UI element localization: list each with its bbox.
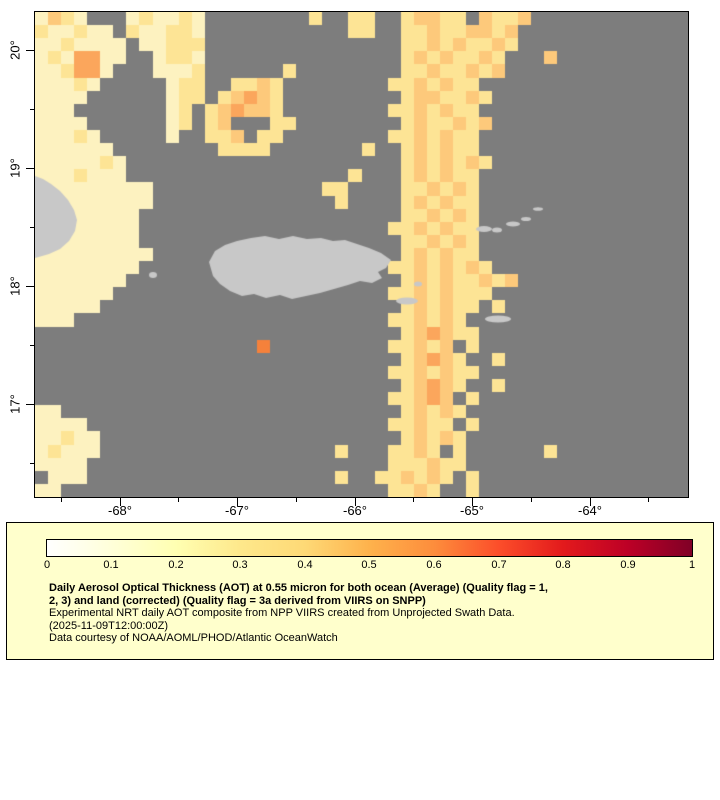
colorbar-tick-label: 0 [43, 559, 51, 571]
longitude-tick [590, 498, 591, 506]
longitude-tick [120, 498, 121, 506]
longitude-label: -67° [225, 503, 249, 518]
legend-title-line: Daily Aerosol Optical Thickness (AOT) at… [49, 582, 548, 594]
latitude-tick [26, 168, 34, 169]
plot-frame [34, 11, 689, 498]
legend-panel: 0 0.1 0.2 0.3 0.4 0.5 0.6 0.7 0.8 0.9 1 … [6, 522, 714, 660]
longitude-label: -64° [578, 503, 602, 518]
colorbar-tick-label: 0.8 [555, 559, 571, 571]
longitude-tick [472, 498, 473, 506]
colorbar-tick-label: 0.1 [103, 559, 119, 571]
colorbar-tick-label: 0.4 [297, 559, 313, 571]
latitude-label: 20° [7, 40, 23, 60]
longitude-minor-tick [648, 498, 649, 502]
latitude-minor-tick [30, 227, 34, 228]
legend-credit: Data courtesy of NOAA/AOML/PHOD/Atlantic… [49, 632, 338, 644]
latitude-label: 18° [7, 276, 23, 296]
colorbar-tick-label: 0.2 [168, 559, 184, 571]
legend-timestamp: (2025-11-09T12:00:00Z) [49, 619, 169, 632]
latitude-minor-tick [30, 345, 34, 346]
latitude-label: 19° [7, 158, 23, 178]
longitude-tick [237, 498, 238, 506]
latitude-tick [26, 286, 34, 287]
colorbar-tick-label: 0.7 [491, 559, 507, 571]
longitude-label: -66° [343, 503, 367, 518]
colorbar-tick-label: 0.6 [426, 559, 442, 571]
longitude-label: -68° [108, 503, 132, 518]
longitude-minor-tick [296, 498, 297, 502]
longitude-tick [355, 498, 356, 506]
longitude-minor-tick [413, 498, 414, 502]
colorbar-tick-label: 1 [688, 559, 696, 571]
colorbar-tick-label: 0.5 [361, 559, 377, 571]
latitude-tick [26, 50, 34, 51]
colorbar [46, 539, 693, 557]
longitude-label: -65° [460, 503, 484, 518]
latitude-minor-tick [30, 463, 34, 464]
aot-data-canvas [35, 12, 688, 497]
legend-info-line: Experimental NRT daily AOT composite fro… [49, 607, 515, 619]
latitude-minor-tick [30, 109, 34, 110]
longitude-minor-tick [61, 498, 62, 502]
latitude-tick [26, 404, 34, 405]
colorbar-tick-label: 0.9 [620, 559, 636, 571]
legend-title-line: 2, 3) and land (corrected) (Quality flag… [49, 594, 426, 607]
legend-text-block: Daily Aerosol Optical Thickness (AOT) at… [49, 582, 548, 645]
longitude-minor-tick [178, 498, 179, 502]
latitude-label: 17° [7, 394, 23, 414]
longitude-minor-tick [531, 498, 532, 502]
colorbar-tick-label: 0.3 [232, 559, 248, 571]
